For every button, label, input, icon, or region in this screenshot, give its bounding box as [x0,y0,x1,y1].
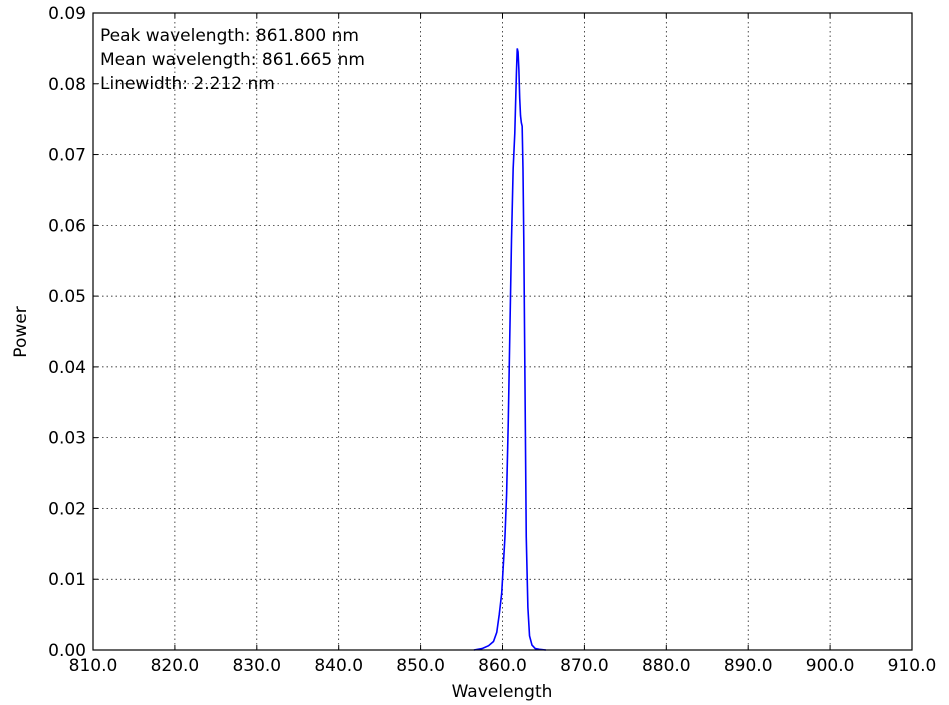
y-tick-label: 0.09 [48,4,86,24]
y-tick-label: 0.05 [48,287,86,307]
x-tick-label: 910.0 [888,656,937,676]
y-axis-title: Power [11,306,31,357]
y-tick-label: 0.06 [48,216,86,236]
x-tick-label: 840.0 [314,656,363,676]
annotation-peak-wavelength: Peak wavelength: 861.800 nm [100,26,359,46]
x-tick-label: 830.0 [232,656,281,676]
y-tick-label: 0.00 [48,641,86,661]
annotation-linewidth: Linewidth: 2.212 nm [100,74,275,94]
x-tick-label: 860.0 [478,656,527,676]
ticks [92,12,913,651]
annotation-mean-wavelength: Mean wavelength: 861.665 nm [100,50,365,70]
x-tick-label: 900.0 [806,656,855,676]
x-tick-label: 890.0 [724,656,773,676]
x-tick-labels: 810.0 820.0 830.0 840.0 850.0 860.0 870.0 880.0… [69,656,937,676]
grid-lines [93,13,912,650]
x-axis-title: Wavelength [452,682,553,702]
x-tick-label: 850.0 [396,656,445,676]
y-tick-label: 0.08 [48,75,86,95]
y-tick-label: 0.03 [48,429,86,449]
spectrum-line [473,48,546,651]
x-tick-label: 810.0 [69,656,118,676]
y-tick-labels: 0.00 0.01 0.02 0.03 0.04 0.05 0.06 0.07 0.08 0.09 [48,4,86,661]
x-tick-label: 880.0 [642,656,691,676]
y-tick-label: 0.07 [48,146,86,166]
x-tick-label: 820.0 [151,656,200,676]
x-tick-label: 870.0 [560,656,609,676]
y-tick-label: 0.04 [48,358,86,378]
y-tick-label: 0.01 [48,570,86,590]
y-tick-label: 0.02 [48,499,86,519]
